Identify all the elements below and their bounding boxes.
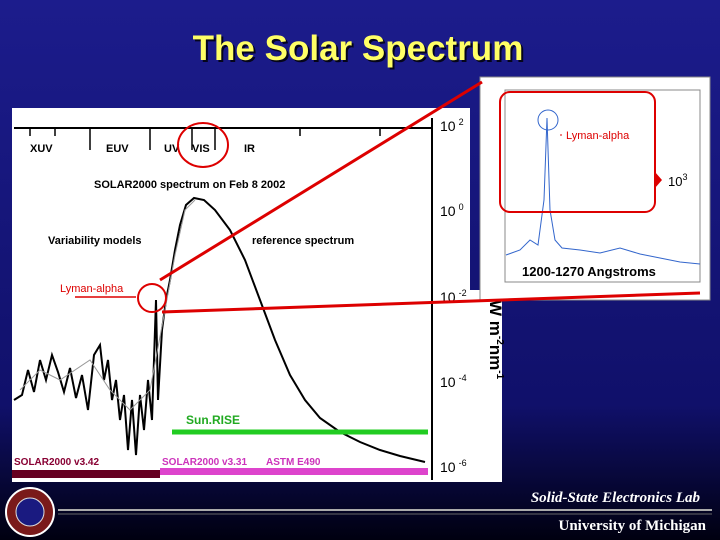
scale-arrow <box>655 172 662 188</box>
inset-peak-circle <box>537 109 559 131</box>
inset-plot-area <box>504 89 701 283</box>
band-label: IR <box>244 143 255 155</box>
plot-panel <box>12 108 470 482</box>
footer-lab: Solid-State Electronics Lab <box>531 490 701 506</box>
v342-label: SOLAR2000 v3.42 <box>14 457 99 468</box>
y-tick-label: 10 -4 <box>440 373 467 390</box>
y-tick-label: 10 2 <box>440 117 464 134</box>
v331-label: SOLAR2000 v3.31 <box>162 457 247 468</box>
logo-inner <box>15 497 45 527</box>
inset-panel <box>479 76 711 301</box>
variability-label: Variability models <box>48 235 142 247</box>
inset-highlight <box>499 91 656 213</box>
band-label: XUV <box>30 143 53 155</box>
variability-spectrum <box>19 199 196 411</box>
inset-spectrum <box>505 117 701 265</box>
connector-line <box>159 80 483 282</box>
band-label: VIS <box>192 143 210 155</box>
y-tick-label: 10 -6 <box>440 458 467 475</box>
y-tick-label: 10 0 <box>440 202 464 219</box>
v331-bar <box>160 468 428 475</box>
v342-bar <box>12 470 160 478</box>
sunrise-label: Sun.RISE <box>186 413 240 427</box>
connector-line <box>161 291 701 314</box>
inset-lyman-label: Lyman-alpha <box>566 130 630 142</box>
reference-spectrum <box>13 196 426 463</box>
astm-label: ASTM E490 <box>266 457 321 468</box>
title: The Solar Spectrum <box>193 29 524 68</box>
inset-range: 1200-1270 Angstroms <box>522 264 656 279</box>
band-label: UV <box>164 143 180 155</box>
footer-university: University of Michigan <box>559 518 707 534</box>
reference-label: reference spectrum <box>252 235 354 247</box>
lyman-label: Lyman-alpha <box>60 283 124 295</box>
inset-scale: 103 <box>668 172 687 189</box>
lyman-circle <box>137 283 167 313</box>
y-axis-label: W m-2nm-1 <box>486 300 505 380</box>
top-ticks <box>29 128 381 150</box>
band-label: EUV <box>106 143 129 155</box>
title-shadow: The Solar Spectrum <box>195 31 526 70</box>
plot-panel-ext <box>470 290 502 482</box>
plot-title: SOLAR2000 spectrum on Feb 8 2002 <box>94 179 285 191</box>
uv-vis-circle <box>177 122 229 168</box>
